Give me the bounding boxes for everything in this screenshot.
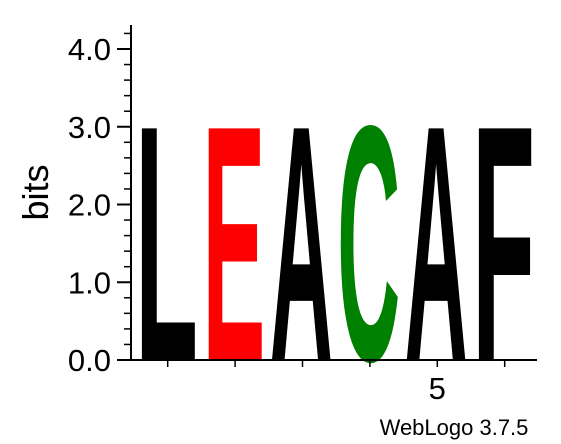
y-axis-ticks: 0.0 1.0 2.0 3.0 4.0 [68,32,131,378]
logo-letter-a-pos-3: A [270,56,333,432]
x-axis-ticks: 5 [166,360,506,406]
logo-letter-f-pos-6: F [472,56,535,432]
y-tick-label: 1.0 [68,265,111,300]
y-tick-label: 3.0 [68,110,111,145]
x-tick-label: 5 [429,371,446,406]
y-tick-label: 2.0 [68,188,111,223]
weblogo-version-label: WebLogo 3.7.5 [380,415,529,440]
logo-letter-a-pos-5: A [405,56,468,432]
logo-letter-l-pos-1: L [135,56,198,432]
y-tick-label: 4.0 [68,32,111,67]
y-axis-label: bits [15,164,56,220]
logo-letter-c-pos-4: C [337,56,400,432]
y-tick-label: 0.0 [68,343,111,378]
logo-letter-e-pos-2: E [202,56,265,432]
